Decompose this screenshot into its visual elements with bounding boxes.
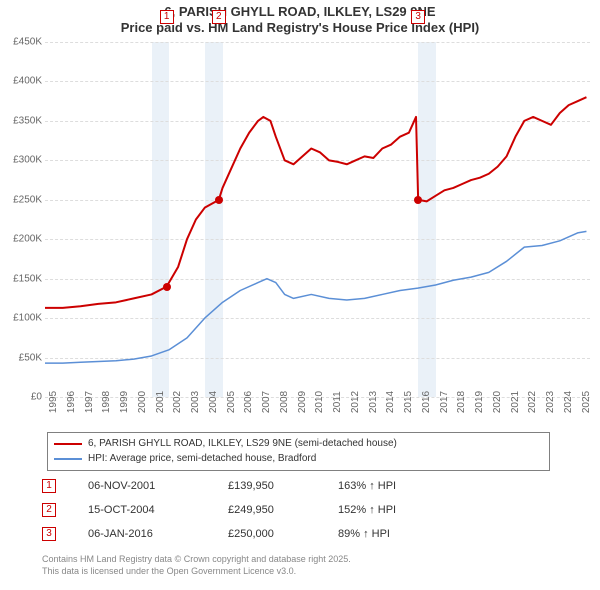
footer-line-1: Contains HM Land Registry data © Crown c… [42,554,351,566]
y-tick-label: £200K [13,234,42,245]
legend-row-property: 6, PARISH GHYLL ROAD, ILKLEY, LS29 9NE (… [54,436,543,451]
title-line-2: Price paid vs. HM Land Registry's House … [0,20,600,36]
legend-box: 6, PARISH GHYLL ROAD, ILKLEY, LS29 9NE (… [47,432,550,471]
x-tick-label: 2025 [581,391,592,413]
sale-pct: 89% ↑ HPI [338,528,448,540]
x-tick-label: 1999 [119,391,130,413]
legend-swatch-property [54,443,82,445]
table-row: 2 15-OCT-2004 £249,950 152% ↑ HPI [42,498,448,522]
legend-label-property: 6, PARISH GHYLL ROAD, ILKLEY, LS29 9NE (… [88,436,397,451]
sale-marker-box: 1 [160,10,174,24]
x-tick-label: 2002 [172,391,183,413]
x-tick-label: 2005 [226,391,237,413]
x-tick-label: 2004 [208,391,219,413]
y-tick-label: £100K [13,313,42,324]
x-tick-label: 2003 [190,391,201,413]
x-tick-label: 2016 [421,391,432,413]
sale-date: 06-JAN-2016 [88,528,228,540]
sale-marker-box: 2 [212,10,226,24]
y-tick-label: £450K [13,37,42,48]
x-tick-label: 2015 [403,391,414,413]
x-tick-label: 2009 [297,391,308,413]
plot-area: £0£50K£100K£150K£200K£250K£300K£350K£400… [45,42,590,397]
x-tick-label: 2020 [492,391,503,413]
sale-marker-box: 3 [411,10,425,24]
sale-pct: 152% ↑ HPI [338,504,448,516]
x-tick-label: 1996 [66,391,77,413]
chart-region: £0£50K£100K£150K£200K£250K£300K£350K£400… [45,42,590,397]
sale-pct: 163% ↑ HPI [338,480,448,492]
sales-table: 1 06-NOV-2001 £139,950 163% ↑ HPI 2 15-O… [42,474,448,546]
table-row: 3 06-JAN-2016 £250,000 89% ↑ HPI [42,522,448,546]
x-tick-label: 1995 [48,391,59,413]
series-line-hpi [45,231,586,363]
sale-marker-3: 3 [42,527,56,541]
y-tick-label: £300K [13,155,42,166]
x-tick-label: 2011 [332,391,343,413]
y-tick-label: £150K [13,273,42,284]
x-tick-label: 2012 [350,391,361,413]
x-tick-label: 1997 [84,391,95,413]
legend-row-hpi: HPI: Average price, semi-detached house,… [54,451,543,466]
x-tick-label: 2008 [279,391,290,413]
chart-title-block: 6, PARISH GHYLL ROAD, ILKLEY, LS29 9NE P… [0,0,600,37]
chart-svg [45,42,590,397]
sale-date: 06-NOV-2001 [88,480,228,492]
sale-dot [163,283,171,291]
y-tick-label: £400K [13,76,42,87]
sale-price: £139,950 [228,480,338,492]
footer-attribution: Contains HM Land Registry data © Crown c… [42,554,351,577]
x-tick-label: 2018 [456,391,467,413]
x-tick-label: 2017 [439,391,450,413]
x-tick-label: 1998 [101,391,112,413]
x-tick-label: 2006 [243,391,254,413]
y-tick-label: £250K [13,194,42,205]
table-row: 1 06-NOV-2001 £139,950 163% ↑ HPI [42,474,448,498]
x-tick-label: 2014 [385,391,396,413]
sale-marker-1: 1 [42,479,56,493]
title-line-1: 6, PARISH GHYLL ROAD, ILKLEY, LS29 9NE [0,4,600,20]
x-tick-label: 2023 [545,391,556,413]
sale-date: 15-OCT-2004 [88,504,228,516]
sale-price: £250,000 [228,528,338,540]
sale-dot [215,196,223,204]
y-tick-label: £0 [31,392,42,403]
x-tick-label: 2000 [137,391,148,413]
footer-line-2: This data is licensed under the Open Gov… [42,566,351,578]
legend-swatch-hpi [54,458,82,460]
x-tick-label: 2021 [510,391,521,413]
x-tick-label: 2019 [474,391,485,413]
x-tick-label: 2007 [261,391,272,413]
y-tick-label: £350K [13,115,42,126]
x-tick-label: 2001 [155,391,166,413]
x-tick-label: 2010 [314,391,325,413]
sale-marker-2: 2 [42,503,56,517]
x-tick-label: 2024 [563,391,574,413]
sale-dot [414,196,422,204]
sale-price: £249,950 [228,504,338,516]
legend-label-hpi: HPI: Average price, semi-detached house,… [88,451,316,466]
series-line-property [45,97,586,308]
y-tick-label: £50K [19,352,42,363]
x-tick-label: 2013 [368,391,379,413]
x-tick-label: 2022 [527,391,538,413]
